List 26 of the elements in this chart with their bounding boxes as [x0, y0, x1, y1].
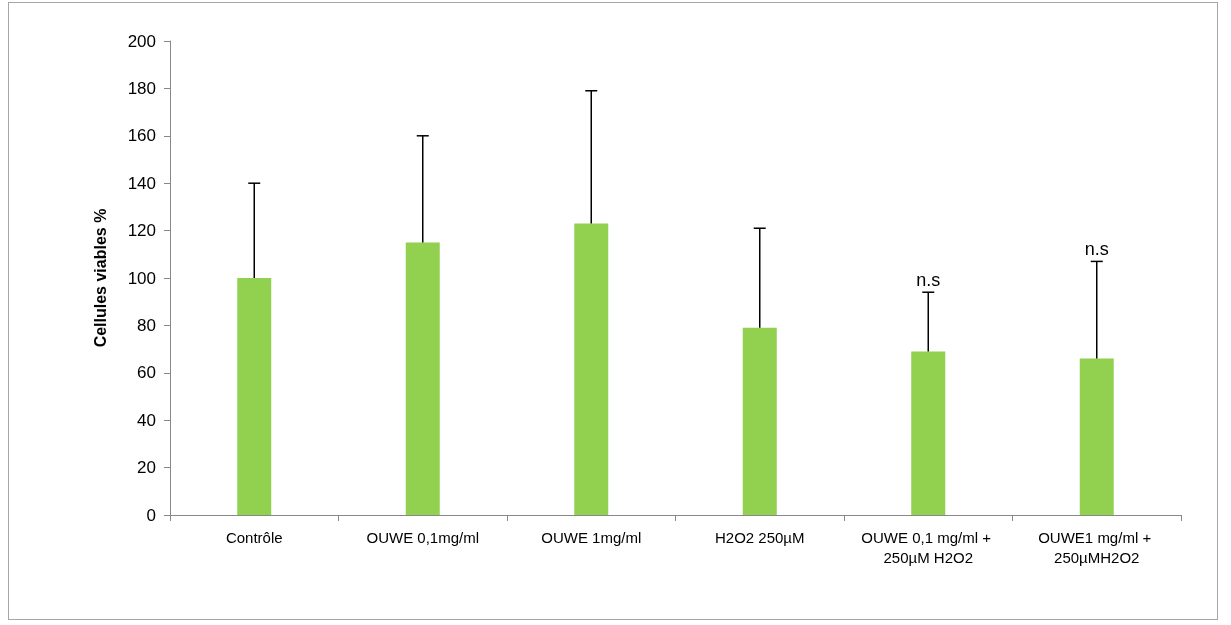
y-tick-label: 160	[127, 126, 156, 146]
x-tick-label: OUWE 0,1mg/ml	[366, 528, 480, 546]
y-tick-label: 40	[137, 410, 156, 430]
x-tick-label: Contrôle	[225, 528, 283, 546]
x-tick-label: OUWE 0,1 mg/ml + 250µM H2O2	[861, 528, 996, 566]
bar	[405, 242, 440, 515]
x-tick-label: OUWE1 mg/ml + 250µMH2O2	[1038, 528, 1156, 566]
y-tick-label: 140	[127, 173, 156, 193]
y-tick-label: 180	[127, 78, 156, 98]
y-tick-label: 80	[137, 315, 156, 335]
annotation: n.s	[1084, 239, 1109, 260]
bar	[742, 327, 777, 515]
y-axis-title: Cellules viables %	[91, 208, 109, 348]
annotation: n.s	[916, 270, 941, 291]
x-tick-label: OUWE 1mg/ml	[541, 528, 642, 546]
y-tick-label: 100	[127, 268, 156, 288]
y-tick-label: 120	[127, 221, 156, 241]
bar	[1079, 358, 1114, 515]
bar	[574, 223, 609, 515]
y-tick-label: 60	[137, 363, 156, 383]
y-tick-label: 0	[146, 505, 156, 525]
bar	[911, 351, 946, 515]
y-tick-label: 200	[127, 31, 156, 51]
x-tick-label: H2O2 250µM	[714, 528, 805, 546]
y-tick-label: 20	[137, 458, 156, 478]
bar	[237, 278, 272, 515]
